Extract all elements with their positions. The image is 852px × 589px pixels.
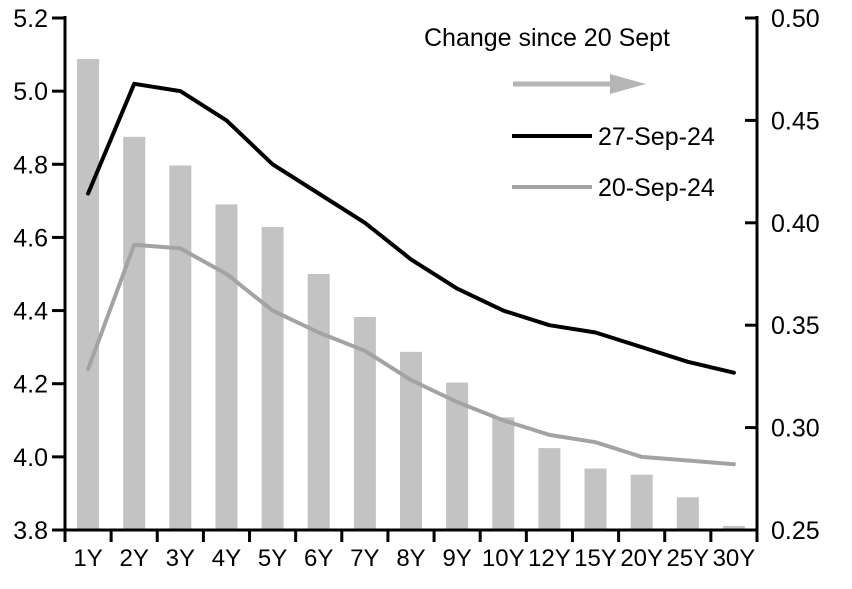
line-27-sep-24 <box>86 81 736 375</box>
legend-line-swatch-27sep <box>512 134 592 138</box>
legend-label-27sep: 27-Sep-24 <box>598 123 715 151</box>
bar-3Y <box>169 165 192 530</box>
left-tick-label: 4.2 <box>13 371 48 399</box>
x-label-30Y: 30Y <box>713 545 756 572</box>
bar-7Y <box>353 317 376 530</box>
bar-25Y <box>676 497 699 530</box>
x-label-12Y: 12Y <box>528 545 571 572</box>
x-label-6Y: 6Y <box>304 545 333 572</box>
x-label-7Y: 7Y <box>350 545 379 572</box>
bar-5Y <box>261 226 284 530</box>
left-tick-label: 5.2 <box>13 5 48 33</box>
bar-8Y <box>400 351 422 530</box>
x-label-1Y: 1Y <box>73 545 102 572</box>
x-label-9Y: 9Y <box>442 545 471 572</box>
left-tick-label: 4.6 <box>13 224 48 252</box>
legend-bar-label: Change since 20 Sept <box>423 24 670 52</box>
x-label-5Y: 5Y <box>258 545 287 572</box>
x-label-10Y: 10Y <box>482 545 525 572</box>
bar-1Y <box>77 58 100 531</box>
change-arrow-shaft <box>513 81 613 87</box>
left-tick-label: 4.0 <box>13 444 48 472</box>
left-tick-label: 4.4 <box>13 298 48 326</box>
legend-line-swatch-20sep <box>512 185 592 189</box>
right-tick-label: 0.40 <box>771 210 820 238</box>
bar-20Y <box>630 474 653 530</box>
left-tick-label: 4.8 <box>13 151 48 179</box>
right-tick-label: 0.45 <box>771 107 820 135</box>
x-label-2Y: 2Y <box>120 545 149 572</box>
bar-12Y <box>538 448 561 530</box>
x-label-4Y: 4Y <box>212 545 241 572</box>
x-label-8Y: 8Y <box>396 545 425 572</box>
left-tick-label: 5.0 <box>13 78 48 106</box>
legend-label-20sep: 20-Sep-24 <box>598 174 715 202</box>
bar-10Y <box>492 417 515 530</box>
bar-4Y <box>215 204 238 531</box>
right-tick-label: 0.35 <box>771 312 820 340</box>
x-label-3Y: 3Y <box>166 545 195 572</box>
bar-15Y <box>584 468 607 530</box>
x-label-25Y: 25Y <box>666 545 709 572</box>
right-tick-label: 0.30 <box>771 415 820 443</box>
bar-6Y <box>307 274 330 530</box>
right-tick-label: 0.25 <box>771 517 820 545</box>
line-20-sep-24 <box>86 242 736 467</box>
bar-30Y <box>722 525 745 530</box>
right-tick-label: 0.50 <box>771 5 820 33</box>
x-label-20Y: 20Y <box>620 545 663 572</box>
left-tick-label: 3.8 <box>13 517 48 545</box>
bar-9Y <box>446 382 469 530</box>
x-label-15Y: 15Y <box>574 545 617 572</box>
change-arrow-icon <box>610 74 646 94</box>
bar-2Y <box>123 136 146 530</box>
